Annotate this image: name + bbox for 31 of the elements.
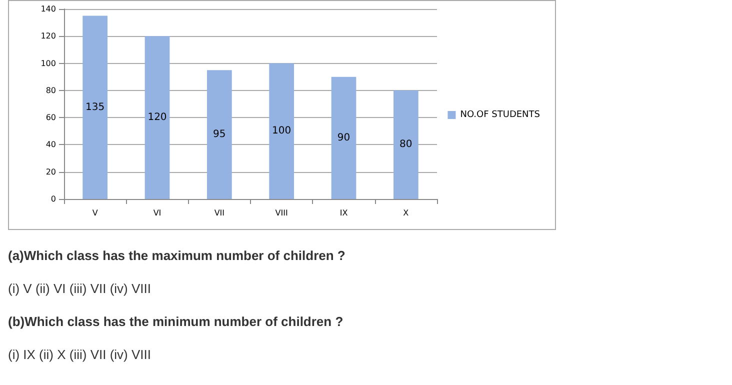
y-tick-label: 20 — [46, 167, 56, 176]
x-tick-label: VIII — [275, 208, 288, 218]
text: (a)Which class has the maximum number of children ? — [8, 248, 346, 263]
data-label: 100 — [272, 126, 292, 137]
data-label: 135 — [86, 102, 105, 113]
bar — [269, 63, 294, 199]
data-label: 90 — [337, 132, 350, 144]
bar — [82, 16, 108, 199]
data-label: 120 — [148, 112, 167, 124]
x-tick-label: VII — [214, 208, 225, 218]
y-tick-label: 80 — [46, 86, 56, 95]
x-tick-label: V — [92, 208, 98, 218]
legend-label: NO.OF STUDENTS — [460, 110, 540, 120]
data-label: 95 — [213, 129, 226, 140]
y-tick-label: 120 — [40, 32, 56, 41]
bar — [206, 70, 232, 199]
text: (b)Which class has the minimum number of children ? — [8, 314, 344, 329]
bar — [144, 36, 170, 199]
y-tick-label: 0 — [50, 194, 56, 204]
bar — [331, 76, 356, 199]
y-tick-label: 140 — [40, 4, 56, 14]
text: (i) IX (ii) X (iii) VII (iv) VIII — [8, 347, 152, 362]
text: (i) V (ii) VI (iii) VII (iv) VIII — [8, 281, 152, 296]
y-tick-label: 100 — [40, 58, 56, 68]
data-label: 80 — [400, 139, 412, 150]
y-tick-label: 40 — [46, 140, 56, 150]
bar — [393, 90, 418, 199]
x-tick-label: IX — [340, 208, 348, 218]
y-tick-label: 60 — [46, 113, 56, 122]
x-tick-label: VI — [153, 208, 162, 218]
x-tick-label: X — [403, 208, 410, 218]
